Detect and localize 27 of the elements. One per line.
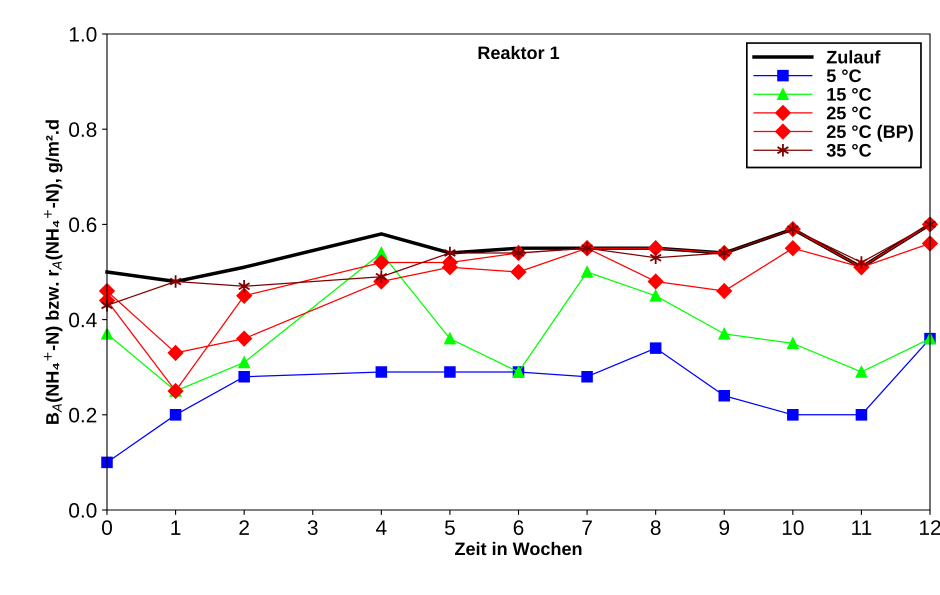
x-tick-label: 5 [444,520,455,536]
y-tick-label: 1.0 [70,27,96,42]
y-tick-label: 0.0 [69,503,96,518]
x-tick-label: 2 [239,520,249,535]
x-tick-label: 0 [102,520,112,536]
text: B$_{A}$(NH₄$^{+}$-N) bzw. r$_{A}$(NH₄$^{+}$-N), g/m².d [44,120,62,424]
legend-label: 25 °C [826,106,872,120]
x-tick-label: 4 [376,520,387,535]
x-tick-label: 7 [582,520,592,535]
x-axis-title: Zeit in Wochen [455,542,582,556]
legend-label: 15 °C [827,88,872,101]
y-tick-label: 0.4 [69,312,97,328]
y-tick-label: 0.8 [69,122,96,137]
x-tick-label: 11 [852,520,872,535]
x-tick-label: 9 [719,520,730,536]
y-tick-label: 0.6 [69,217,96,232]
x-tick-label: 10 [782,520,804,536]
y-tick-label: 0.2 [69,408,96,423]
text: Reaktor 1 [478,46,560,60]
x-tick-label: 3 [308,520,318,536]
x-tick-label: 6 [514,520,524,536]
legend-label: 25 °C (BP) [826,124,913,142]
x-tick-label: 8 [650,520,661,536]
legend-label: Zulauf [826,50,880,64]
x-tick-label: 1 [171,520,180,535]
legend-label: 35 °C [826,144,872,157]
legend-label: 5 °C [826,69,862,82]
